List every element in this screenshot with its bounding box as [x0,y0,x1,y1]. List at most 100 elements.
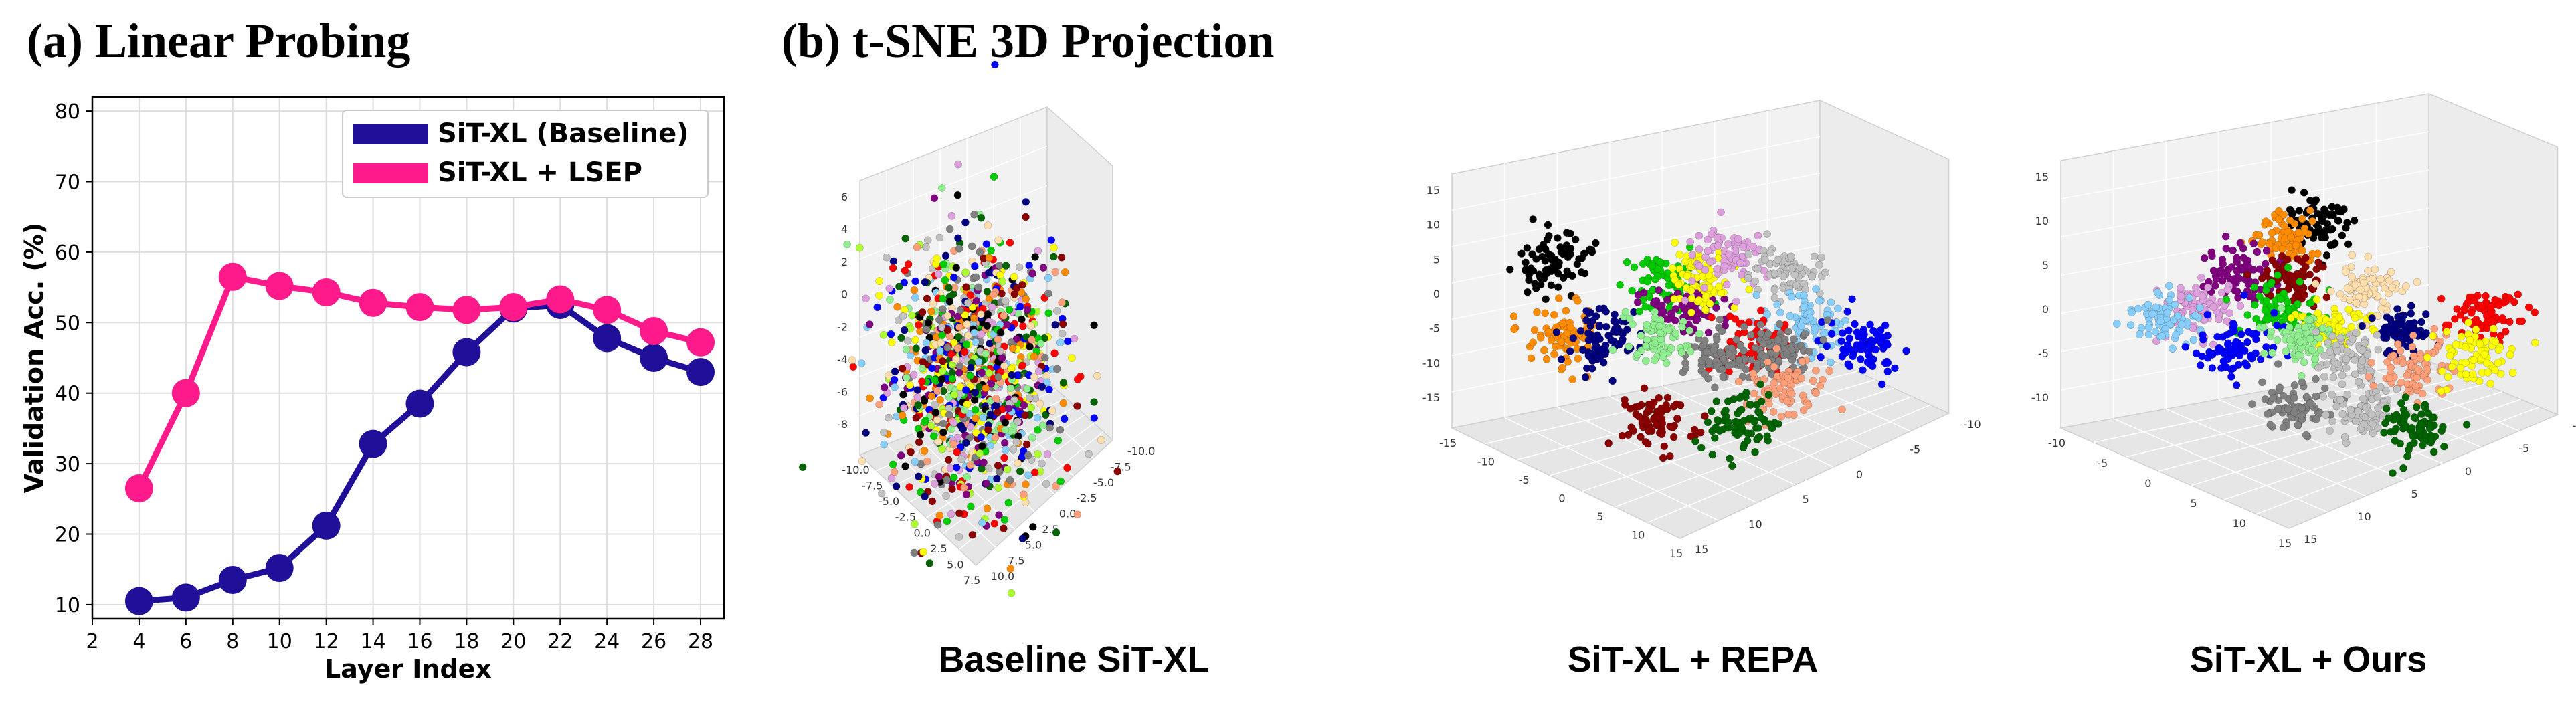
tsne-2-point [2312,375,2320,383]
series-0-point [171,583,200,612]
tsne-2-point [2306,206,2314,215]
series-1-point [359,288,387,317]
tsne-2-point [2284,263,2292,272]
tsne-2-point [2413,373,2421,382]
tsne-2-point [2312,296,2321,304]
tsne-2-point [2260,349,2268,358]
tsne-2-point [2369,419,2377,428]
tsne-2-point [2428,413,2436,422]
tsne-2-point [2276,295,2285,304]
tsne-2-point [2381,419,2389,427]
tsne-2-point [2296,278,2304,286]
x-tick-label: 14 [360,630,385,653]
tsne-2-point [2342,355,2351,363]
tsne-2-point [2286,336,2294,344]
tsne-2-point [2311,280,2320,288]
tsne-2-point [2320,384,2329,393]
caption-ours: SiT-XL + Ours [2189,639,2427,680]
tsne-2-point [2423,353,2431,362]
tsne-2-point [2172,330,2180,339]
tsne-0-point [1060,415,1069,423]
tsne-2-point [2306,399,2314,407]
tsne-2-point [2306,316,2314,324]
tsne-0-x-tick: 5.0 [947,558,963,571]
tsne-0-point [890,468,899,476]
tsne-0-z-tick: -4 [837,353,848,366]
tsne-2-point [2290,381,2299,389]
series-1-point [265,272,294,300]
tsne-2-point [2382,387,2390,395]
series-0-point [686,358,715,387]
tsne-0-point [1043,450,1052,458]
tsne-2-point [2267,327,2275,336]
tsne-2-point [2332,402,2341,411]
x-tick-label: 10 [267,630,292,653]
tsne-2-point [2392,425,2400,433]
tsne-2-point [2358,322,2367,330]
tsne-2-point [2270,308,2278,317]
tsne-2-point [2430,324,2439,333]
tsne-0-point [1050,252,1058,261]
legend-swatch-1 [353,163,428,183]
tsne-2-point [2387,268,2395,276]
tsne-2-point [2279,391,2288,400]
tsne-0-point [1022,198,1030,206]
tsne-0-point [1068,354,1076,362]
tsne-2-point [2288,186,2296,194]
series-1-point [124,474,153,502]
tsne-2-point [2203,310,2211,319]
tsne-0-point [1093,371,1101,380]
tsne-0-point [1046,423,1054,432]
tsne-0-point [1090,414,1099,422]
tsne-2-point [2488,316,2496,325]
tsne-2-point [2208,251,2216,260]
tsne-2-point [2373,331,2381,339]
tsne-2-point [2290,394,2298,402]
tsne-2-point [2269,394,2278,403]
tsne-2-point [2233,267,2241,276]
x-tick-label: 6 [179,630,192,653]
tsne-2-point [2437,294,2446,303]
tsne-2-point [2331,239,2339,247]
tsne-2-point [2294,300,2302,308]
tsne-2-point [2322,251,2331,260]
tsne-0-z-tick: -8 [837,418,848,431]
tsne-2-point [2284,298,2292,306]
tsne-0-z-tick: -6 [837,385,848,398]
tsne-2-point [2239,244,2247,253]
tsne-0-y-tick: 7.5 [1008,555,1024,567]
tsne-2-point [2344,305,2353,314]
tsne-2-point [2403,371,2411,380]
series-0-point [124,587,153,615]
tsne-2-point [2324,209,2332,218]
tsne-2-point [2348,251,2356,260]
tsne-2-point [2255,231,2264,239]
tsne-2-point [2195,304,2204,312]
tsne-0-point [1052,307,1061,315]
tsne-2-point [2258,238,2267,246]
tsne-2-point [2189,336,2198,344]
tsne-2-point [2472,325,2480,334]
tsne-2-point [2233,287,2241,296]
tsne-2-point [2364,267,2372,275]
tsne-2-point [2296,338,2304,346]
tsne-0-point [942,492,950,500]
tsne-2-point [2385,276,2393,285]
tsne-2-point [2258,274,2266,282]
tsne-2-point [2405,445,2413,454]
tsne-0-point [885,413,893,422]
tsne-2-point [2350,217,2359,225]
tsne-0-point [897,451,905,460]
tsne-2-point [2377,275,2385,283]
tsne-2-point [2148,310,2156,318]
tsne-2-point [2342,268,2350,276]
tsne-2-point [2311,355,2319,363]
tsne-2-point [2408,342,2417,351]
tsne-0-point [961,218,970,227]
tsne-0-point [963,473,971,481]
tsne-0-x-tick: -2.5 [895,511,916,524]
tsne-2-point [2290,408,2298,417]
tsne-2-point [2208,364,2217,372]
tsne-2-point [2318,324,2327,332]
tsne-2-point [2361,403,2370,412]
